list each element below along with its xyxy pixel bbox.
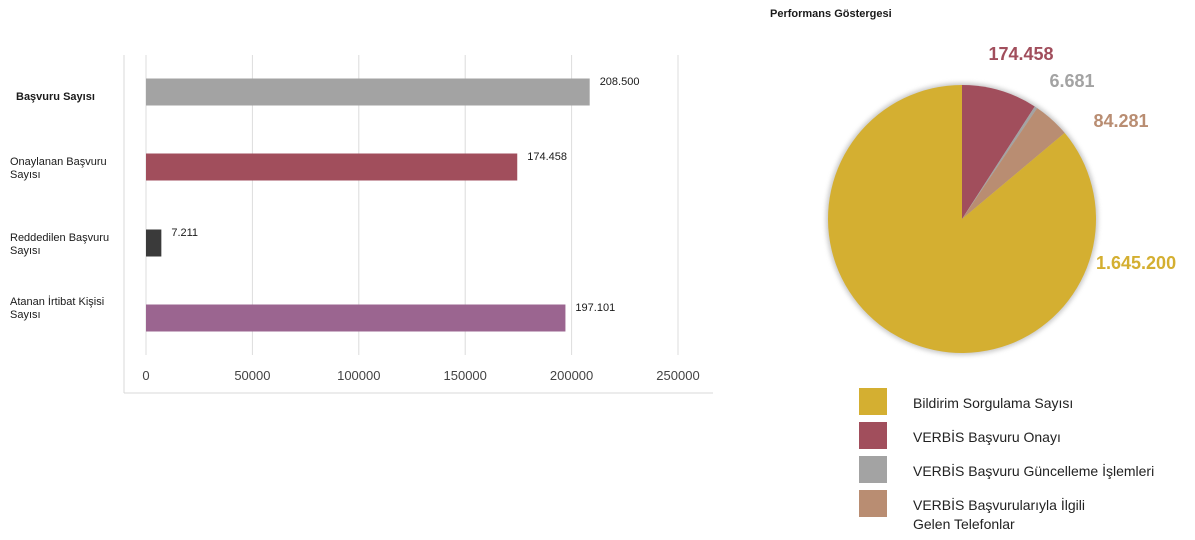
- bar-data-label: 174.458: [527, 151, 567, 163]
- x-tick-label: 50000: [234, 368, 270, 383]
- legend-label: Bildirim Sorgulama Sayısı: [913, 395, 1074, 411]
- x-tick-label: 0: [142, 368, 149, 383]
- bar: [146, 229, 162, 257]
- bar: [146, 304, 566, 332]
- legend-swatch: [859, 388, 887, 415]
- category-label-atanan: Atanan İrtibat Kişisi Sayısı: [10, 296, 105, 321]
- category-label-basvuru-sayisi: Başvuru Sayısı: [16, 91, 95, 103]
- category-label-reddedilen: Reddedilen Başvuru Sayısı: [10, 232, 110, 257]
- pie-chart-title: Performans Göstergesi: [770, 8, 892, 20]
- legend-swatch: [859, 422, 887, 449]
- legend-label: VERBİS Başvuru Onayı: [913, 429, 1061, 445]
- pie-slice: [962, 106, 1038, 219]
- pie-chart: 1.645.200 174.458 6.681 84.281: [826, 44, 1176, 355]
- x-tick-label: 250000: [656, 368, 699, 383]
- x-tick-label: 100000: [337, 368, 380, 383]
- legend-label-line: Gelen Telefonlar: [913, 516, 1015, 532]
- pie-data-label: 174.458: [988, 44, 1053, 64]
- bar-data-label: 7.211: [171, 227, 198, 239]
- legend-swatch: [859, 456, 887, 483]
- category-label-onaylanan: Onaylanan Başvuru Sayısı: [10, 156, 107, 181]
- pie-data-label: 84.281: [1093, 111, 1148, 131]
- x-tick-label: 150000: [444, 368, 487, 383]
- bar-data-label: 208.500: [600, 76, 640, 88]
- bar-chart: 0 50000 100000 150000 200000 250000 208.500 174…: [123, 55, 713, 394]
- pie-data-label: 1.645.200: [1096, 253, 1176, 273]
- legend-swatch: [859, 490, 887, 517]
- pie-data-label: 6.681: [1049, 71, 1094, 91]
- bar-data-label: 197.101: [575, 302, 615, 314]
- pie-slice: [962, 85, 1035, 219]
- pie-slice: [962, 108, 1065, 219]
- legend-label: VERBİS Başvuru Güncelleme İşlemleri: [913, 463, 1155, 479]
- x-tick-label: 200000: [550, 368, 593, 383]
- legend-label: VERBİS Başvurularıyla İlgili Gelen Telef…: [913, 496, 1173, 534]
- bar: [146, 78, 590, 106]
- bar: [146, 153, 518, 181]
- legend-label-line: VERBİS Başvurularıyla İlgili: [913, 497, 1085, 513]
- pie-slice: [828, 85, 1097, 353]
